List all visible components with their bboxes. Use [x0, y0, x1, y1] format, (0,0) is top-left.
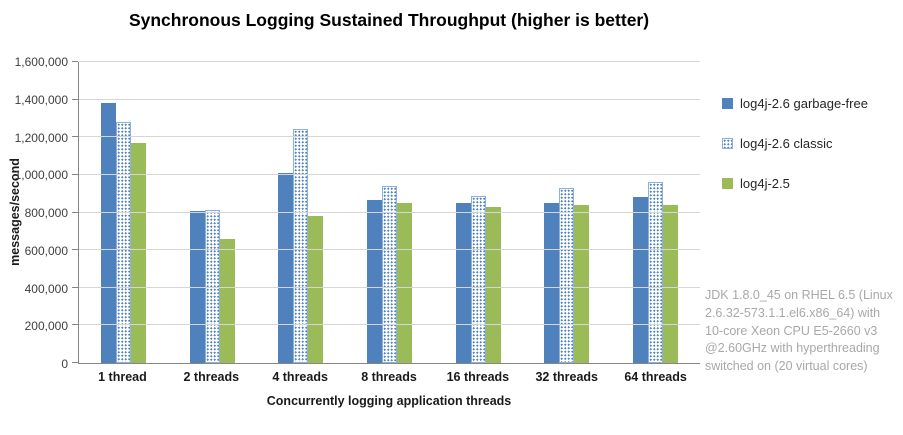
bar [470, 195, 486, 363]
legend-item: log4j-2.6 classic [722, 136, 868, 151]
y-axis-tick [72, 286, 78, 288]
gridline [79, 136, 700, 138]
chart-title: Synchronous Logging Sustained Throughput… [128, 10, 650, 30]
y-tick-label: 1,000,000 [14, 168, 68, 183]
x-tick-label: 2 threads [183, 370, 240, 384]
legend-swatch [722, 138, 733, 149]
x-tick-label: 4 threads [272, 370, 328, 384]
y-axis-tick [72, 98, 78, 100]
y-axis-tick [72, 249, 78, 251]
gridline [79, 211, 700, 213]
gridline [79, 286, 700, 288]
gridline [79, 98, 700, 100]
gridline [79, 249, 700, 251]
bar [544, 203, 560, 363]
gridline [79, 173, 700, 175]
bar [633, 197, 649, 363]
legend-swatch [722, 178, 733, 189]
bar-group [168, 62, 257, 363]
y-tick-label: 1,600,000 [14, 55, 68, 69]
y-tick-label: 800,000 [24, 206, 68, 220]
bar [115, 122, 131, 363]
bar [559, 188, 575, 363]
bar-group [523, 62, 612, 363]
y-axis-tick [72, 173, 78, 175]
x-tick-label: 8 threads [361, 370, 417, 384]
legend-item: log4j-2.5 [722, 176, 868, 191]
bar [574, 204, 590, 363]
bar [397, 203, 413, 363]
bar [455, 203, 471, 363]
y-tick-label: 1,200,000 [14, 130, 68, 145]
y-axis-tick [72, 324, 78, 326]
bar [278, 173, 294, 363]
bar [308, 216, 324, 363]
y-tick-label: 1,400,000 [14, 92, 68, 107]
bar-group [434, 62, 523, 363]
y-axis-tick [72, 61, 78, 62]
bar [485, 206, 501, 363]
x-axis-tick-labels: 1 thread 2 threads 4 threads 8 threads 16 th… [78, 370, 700, 384]
x-tick-label: 64 threads [624, 370, 687, 384]
legend-swatch [722, 98, 733, 109]
y-axis-tick-labels: 0 200,000 400,000 600,000 800,000 1,000,000 1,… [0, 55, 72, 371]
legend-label: log4j-2.6 classic [740, 136, 833, 151]
y-axis-tick [72, 211, 78, 213]
bar [100, 103, 116, 363]
y-tick-label: 400,000 [24, 281, 68, 296]
y-axis-tick [72, 362, 78, 363]
x-axis-label: Concurrently logging application threads [266, 394, 512, 408]
bar-group [79, 62, 168, 363]
annotation-text: JDK 1.8.0_45 on RHEL 6.5 (Linux 2.6.32-5… [705, 288, 893, 373]
legend-label: log4j-2.6 garbage-free [740, 96, 868, 111]
bar [648, 182, 664, 363]
gridline [79, 324, 700, 326]
bar [367, 200, 383, 363]
legend-item: log4j-2.6 garbage-free [722, 96, 868, 111]
x-tick-label: 32 threads [535, 370, 598, 384]
bar-group [256, 62, 345, 363]
legend-label: log4j-2.5 [740, 176, 790, 191]
gridline [79, 61, 700, 62]
x-tick-label: 1 thread [98, 370, 147, 384]
plot-area [72, 61, 700, 364]
bar-group [611, 62, 700, 363]
y-tick-label: 200,000 [24, 319, 68, 334]
bar [663, 204, 679, 363]
bar [130, 142, 146, 363]
y-tick-label: 600,000 [24, 243, 68, 258]
bar [382, 186, 398, 363]
legend: log4j-2.6 garbage-free log4j-2.6 classic l… [722, 96, 868, 216]
bar [219, 238, 235, 363]
y-tick-label: 0 [61, 357, 68, 371]
y-axis-tick [72, 136, 78, 138]
x-tick-label: 16 threads [446, 370, 510, 384]
bar-groups [79, 62, 700, 363]
bar-group [345, 62, 434, 363]
bar [293, 128, 309, 363]
